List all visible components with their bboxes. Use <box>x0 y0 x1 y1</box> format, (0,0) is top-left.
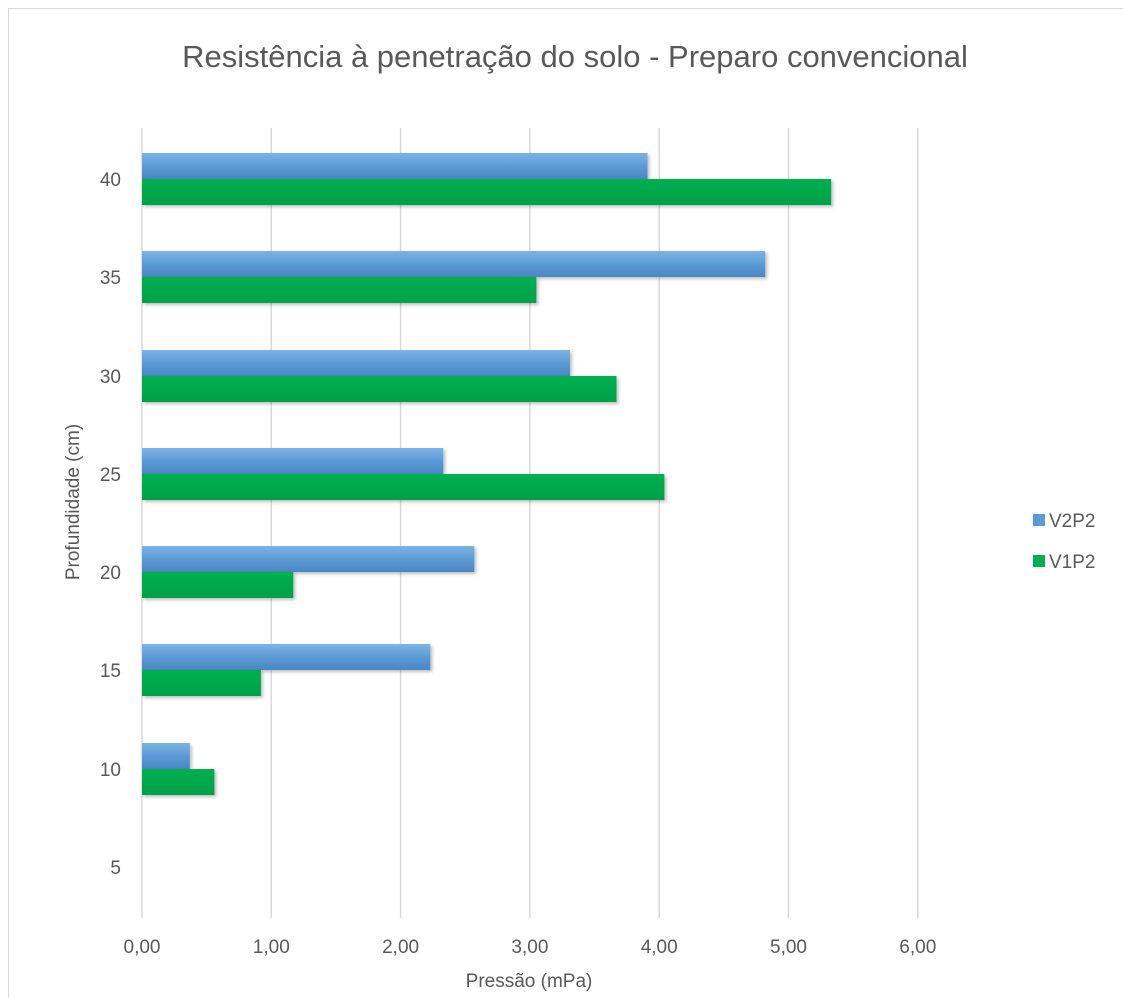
x-axis-ticks: 0,00 1,00 2,00 3,00 4,00 5,00 6,00 <box>124 937 937 958</box>
gridlines <box>141 128 919 918</box>
x-tick-label: 0,00 <box>124 937 161 958</box>
bar-V1P2-15 <box>142 670 261 696</box>
legend-label: V1P2 <box>1049 552 1095 573</box>
bar-V2P2-20 <box>142 546 475 572</box>
legend-swatch <box>1033 555 1045 567</box>
x-tick-label: 6,00 <box>899 937 936 958</box>
bar-V2P2-35 <box>142 251 766 277</box>
bar-V2P2-10 <box>142 743 190 769</box>
legend-swatch <box>1033 514 1045 526</box>
y-axis-title: Profundidade (cm) <box>63 424 84 580</box>
bar-V2P2-30 <box>142 350 570 376</box>
bar-V1P2-10 <box>142 769 215 795</box>
y-tick-label: 25 <box>100 465 121 486</box>
y-tick-label: 15 <box>100 661 121 682</box>
y-tick-label: 10 <box>100 760 121 781</box>
y-tick-label: 35 <box>100 268 121 289</box>
bar-V2P2-25 <box>142 448 444 474</box>
bar-V1P2-30 <box>142 376 617 402</box>
bar-V2P2-40 <box>142 153 648 179</box>
legend: V2P2 V1P2 <box>1033 511 1095 573</box>
x-tick-label: 4,00 <box>641 937 678 958</box>
y-tick-label: 5 <box>110 858 121 879</box>
bars <box>142 153 832 795</box>
chart-title: Resistência à penetração do solo - Prepa… <box>182 39 968 74</box>
x-tick-label: 3,00 <box>511 937 548 958</box>
y-tick-label: 40 <box>100 170 121 191</box>
x-tick-label: 5,00 <box>770 937 807 958</box>
x-tick-label: 2,00 <box>382 937 419 958</box>
y-tick-label: 30 <box>100 367 121 388</box>
bar-V1P2-40 <box>142 179 832 205</box>
x-axis-title: Pressão (mPa) <box>466 971 593 992</box>
legend-label: V2P2 <box>1049 511 1095 532</box>
y-axis-ticks: 5 10 15 20 25 30 35 40 <box>100 170 121 879</box>
y-tick-label: 20 <box>100 563 121 584</box>
bar-V1P2-25 <box>142 474 665 500</box>
bar-V1P2-20 <box>142 572 294 598</box>
bar-V1P2-35 <box>142 277 537 303</box>
bar-V2P2-15 <box>142 644 431 670</box>
x-tick-label: 1,00 <box>253 937 290 958</box>
